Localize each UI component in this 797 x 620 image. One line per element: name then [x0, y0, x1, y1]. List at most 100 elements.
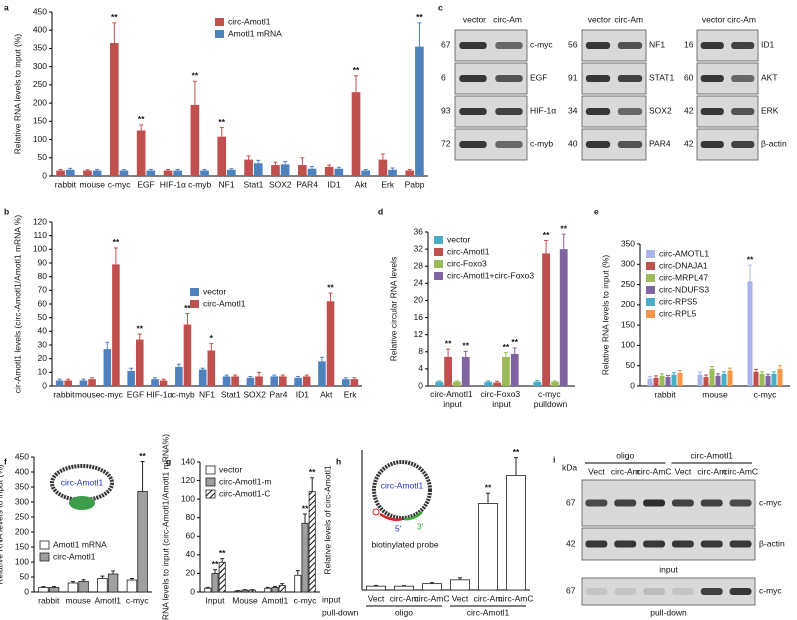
row-label: input	[322, 594, 341, 604]
y-tick-label: 50	[20, 571, 30, 581]
blot-band	[585, 75, 611, 82]
y-tick-label: 200	[15, 526, 29, 536]
x-tick-label: c-myc pulldown	[534, 389, 568, 409]
marker-size: 60	[684, 72, 694, 82]
bar	[533, 381, 542, 386]
x-tick-label: Erk	[381, 179, 395, 189]
y-tick-label: 350	[33, 43, 47, 53]
bar	[64, 380, 73, 386]
blot-band	[731, 42, 755, 49]
y-axis-title: Relative levels of circ-Amotl1	[322, 465, 332, 574]
legend-swatch	[205, 477, 216, 487]
protein-label: c-myc	[759, 585, 782, 595]
bar	[318, 361, 326, 386]
x-tick-label: Akt	[320, 389, 333, 399]
bar	[107, 573, 119, 593]
lane-header: vector	[702, 14, 725, 24]
bar	[65, 169, 75, 176]
significance-label: **	[511, 337, 518, 347]
x-tick-label: c-myc	[754, 389, 777, 399]
legend-label: Amotl1 mRNA	[228, 28, 282, 38]
blot-band	[459, 75, 487, 82]
bar	[777, 368, 783, 386]
y-tick-label: 110	[33, 230, 47, 240]
blot-band	[495, 42, 523, 49]
bar	[461, 356, 470, 386]
blot-band	[617, 108, 643, 115]
legend-label: circ-Amotl1-m	[219, 476, 271, 486]
y-tick-label: 0	[418, 380, 423, 390]
blot-band	[729, 588, 752, 595]
bar	[175, 366, 183, 386]
lane-header: circ-AmC	[637, 466, 672, 476]
y-tick-label: 24	[414, 278, 424, 288]
x-tick-label: Mouse	[232, 595, 258, 605]
y-axis-title: RNA levels to input (circ-Amotl1/Amotl1 …	[160, 434, 170, 620]
legend-swatch	[39, 540, 50, 550]
blot-band	[585, 141, 611, 148]
marker-size: 67	[566, 497, 576, 507]
y-tick-label: 150	[15, 541, 29, 551]
legend-swatch	[434, 260, 443, 268]
group-label: oligo	[616, 450, 634, 460]
significance-label: **	[302, 503, 309, 513]
x-tick-label: mouse	[702, 389, 728, 399]
protein-label: ID1	[761, 39, 775, 49]
bar	[765, 375, 771, 386]
y-tick-label: 100	[181, 493, 195, 503]
legend-swatch	[646, 274, 655, 282]
bar	[207, 350, 216, 386]
lane-header: circ-Am	[727, 14, 756, 24]
marker-size: 72	[441, 138, 451, 148]
legend-swatch	[646, 262, 655, 270]
y-tick-label: 350	[621, 238, 635, 248]
y-tick-label: 200	[33, 97, 47, 107]
y-tick-label: 0	[42, 380, 47, 390]
bar	[703, 377, 709, 386]
blot-band	[731, 75, 755, 82]
x-tick-label: rabbit	[55, 179, 77, 189]
x-tick-label: SOX2	[243, 389, 266, 399]
bar	[103, 349, 112, 386]
bar	[341, 379, 350, 386]
legend-swatch	[434, 236, 443, 244]
legend-label: circ-DNAJA1	[659, 260, 708, 270]
inset-label: 3'	[417, 521, 424, 531]
blot-band	[700, 108, 724, 115]
bar	[151, 379, 159, 386]
protein-label: β-actin	[761, 138, 787, 148]
blot-band	[643, 540, 666, 548]
y-axis-title: Relative RNA levels to input (%)	[0, 464, 4, 585]
bar	[78, 581, 89, 593]
bar	[279, 376, 287, 386]
y-tick-label: 4	[418, 363, 423, 373]
bar	[502, 356, 510, 386]
bar	[297, 165, 307, 176]
bar	[231, 376, 239, 386]
y-tick-label: 40	[186, 549, 196, 559]
bar	[450, 579, 470, 591]
bar	[83, 170, 92, 176]
bar	[38, 587, 49, 593]
y-tick-label: 90	[38, 257, 48, 267]
bar	[324, 166, 334, 176]
x-tick-label: Stat1	[243, 179, 263, 189]
bar	[198, 369, 207, 386]
bar	[759, 373, 765, 386]
y-tick-label: 400	[33, 24, 47, 34]
y-tick-label: 250	[621, 279, 635, 289]
y-tick-label: 120	[33, 216, 47, 226]
inset-label: circ-Amotl1	[381, 480, 424, 490]
x-tick-label: Stat1	[221, 389, 241, 399]
bar	[246, 377, 255, 386]
bar	[97, 578, 108, 593]
legend-swatch	[646, 310, 655, 318]
legend-label: circ-RPL5	[659, 308, 697, 318]
legend-label: circ-NDUFS3	[659, 284, 709, 294]
inset-circle	[372, 460, 432, 520]
significance-label: **	[309, 467, 316, 477]
bar	[771, 373, 777, 386]
y-tick-label: 100	[33, 134, 47, 144]
significance-label: **	[218, 117, 225, 127]
